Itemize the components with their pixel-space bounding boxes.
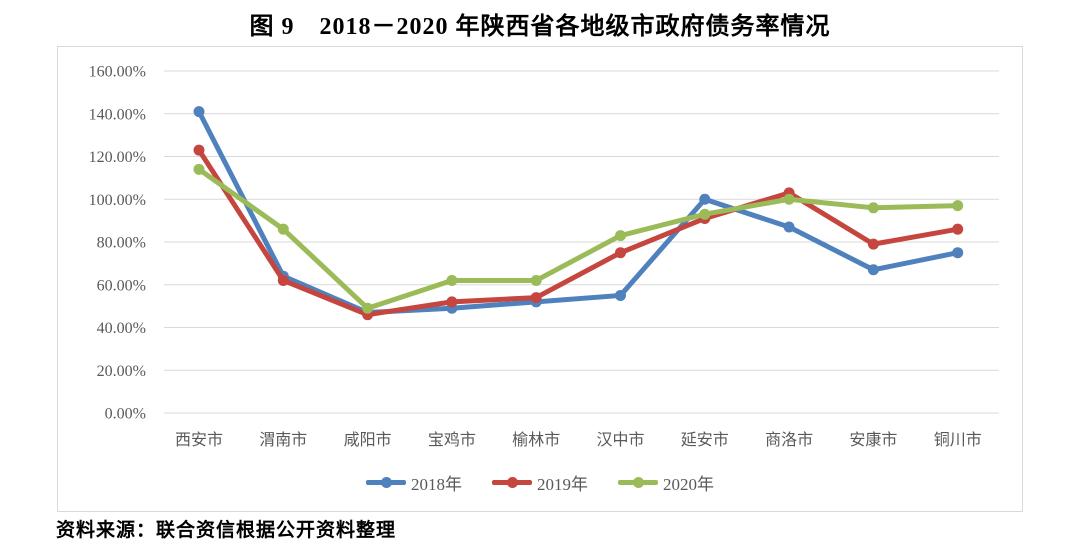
data-point-marker [615,247,626,259]
data-point-marker [193,106,205,118]
legend-label: 2020年 [663,474,714,494]
data-point-marker [952,247,964,259]
data-point-marker [193,163,205,175]
data-point-marker [530,274,542,286]
y-axis-tick-label: 120.00% [89,149,146,166]
series-line-2020年 [196,166,961,311]
series-line-2019年 [196,147,961,318]
data-point-marker [446,296,458,308]
x-axis-tick-label: 西安市 [175,431,223,449]
y-axis-tick-label: 140.00% [89,106,146,123]
data-point-marker [952,223,964,235]
line-chart: 0.00% 20.00% 40.00% 60.00% 80.00% 100.00% 120.… [89,64,999,449]
data-point-marker [193,144,205,156]
figure-title: 图 9 2018－2020 年陕西省各地级市政府债务率情况 [249,14,831,40]
y-axis-tick-label: 40.00% [97,320,146,337]
data-point-marker [699,208,711,220]
data-point-marker [867,238,879,250]
chart-container: 0.00% 20.00% 40.00% 60.00% 80.00% 100.00% 120.… [57,46,1023,512]
legend-line-marker-icon [366,476,406,488]
x-axis-tick-label: 宝鸡市 [428,431,476,449]
legend-item-2019年: 2019年 [492,470,588,495]
x-axis-tick-label: 铜川市 [934,431,982,449]
source-note: 资料来源：联合资信根据公开资料整理 [56,520,397,541]
x-axis-tick-label: 安康市 [849,431,897,449]
x-axis-tick-label: 渭南市 [259,431,307,449]
x-axis-tick-label: 延安市 [681,431,729,449]
x-axis-tick-label: 汉中市 [596,431,644,449]
y-axis-tick-label: 80.00% [97,235,146,252]
data-point-marker [362,302,374,314]
data-point-marker [446,274,458,286]
legend-line-marker-icon [618,476,658,488]
x-axis-tick-label: 榆林市 [512,431,560,449]
x-axis-tick-label: 咸阳市 [344,431,392,449]
y-axis-tick-label: 0.00% [105,406,146,423]
legend-item-2020年: 2020年 [618,470,714,495]
data-point-marker [867,264,879,276]
legend-line-marker-icon [492,476,532,488]
legend-label: 2018年 [411,474,462,494]
legend-label: 2019年 [537,474,588,494]
x-axis-tick-label: 商洛市 [765,431,813,449]
data-point-marker [699,193,711,205]
y-axis-tick-label: 60.00% [97,277,146,294]
legend-item-2018年: 2018年 [366,470,462,495]
data-point-marker [783,221,795,233]
series-line-2018年 [196,109,961,316]
data-point-marker [615,289,626,301]
data-point-marker [867,202,879,214]
y-axis-tick-label: 160.00% [89,64,146,81]
data-point-marker [277,223,289,235]
data-point-marker [783,193,795,205]
y-axis-tick-label: 100.00% [89,192,146,209]
data-point-marker [530,292,542,304]
data-point-marker [952,200,964,212]
data-point-marker [615,230,626,242]
y-axis-tick-label: 20.00% [97,363,146,380]
data-point-marker [277,274,289,286]
chart-legend: 2018年 2019年 2020年 [58,469,1022,495]
